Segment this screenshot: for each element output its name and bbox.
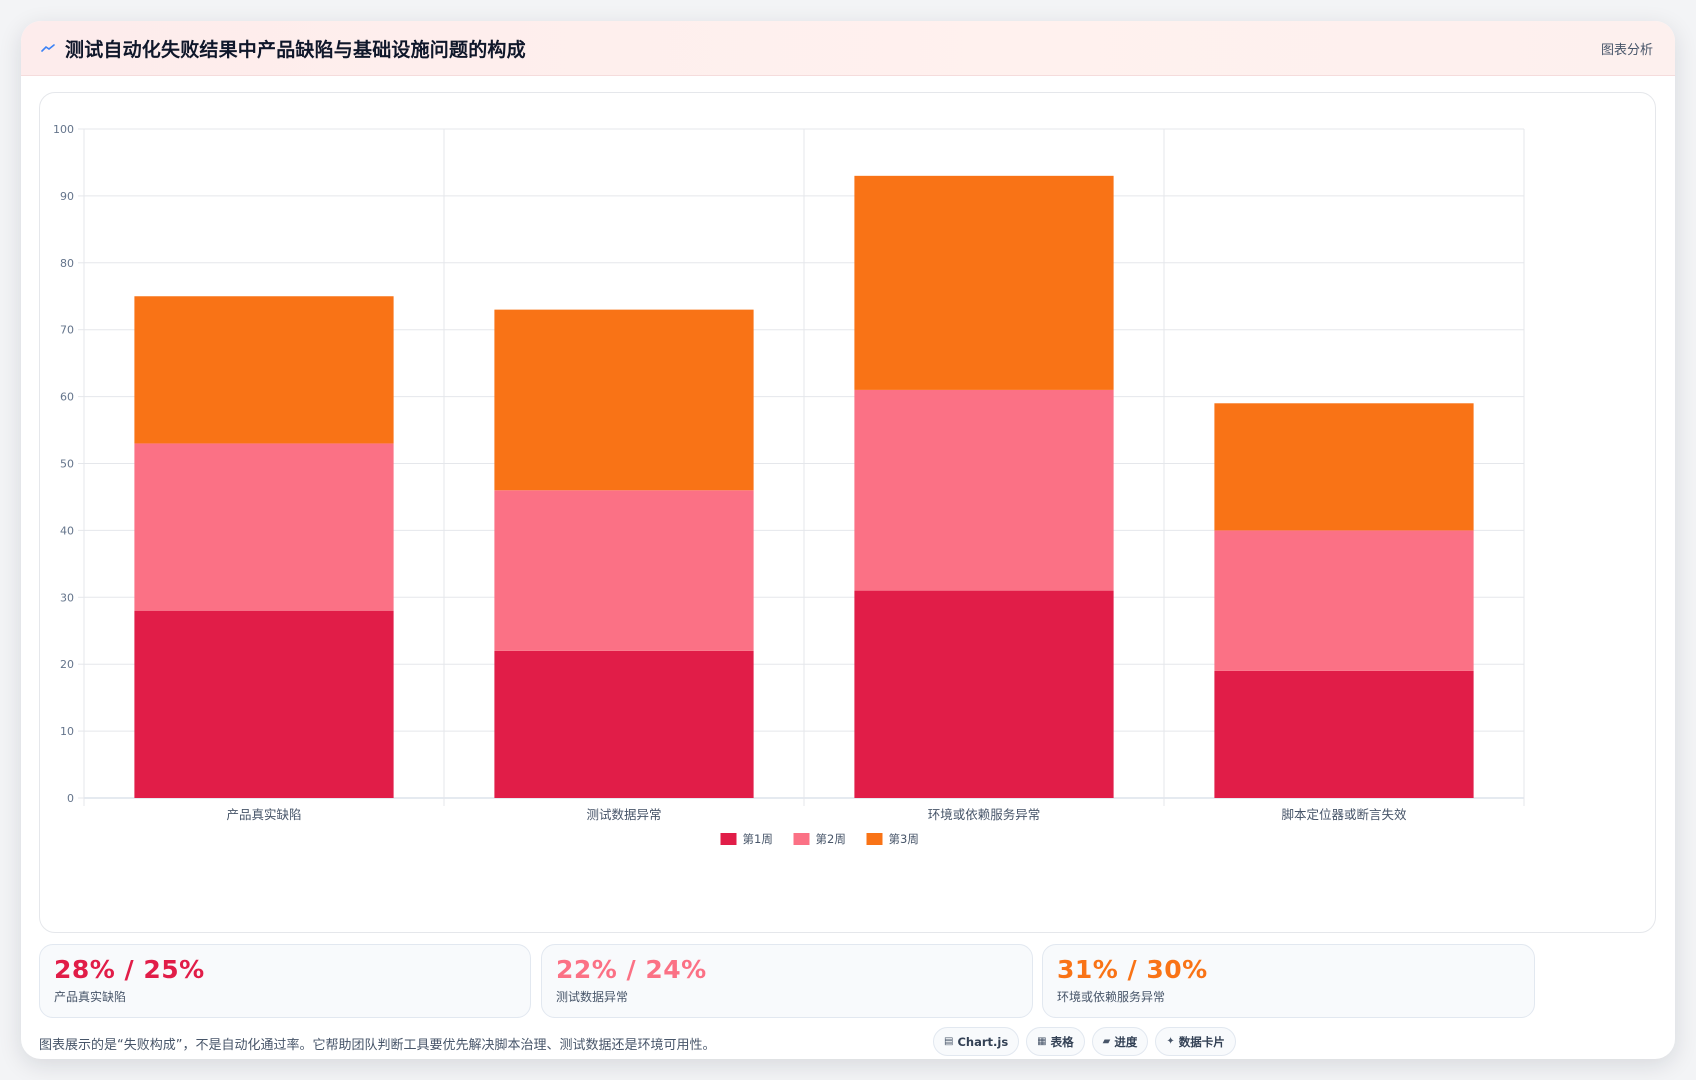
table-icon: ▦ [1037, 1036, 1047, 1047]
stat-value: 22% / 24% [556, 955, 707, 984]
stat-card-environment: 31% / 30% 环境或依赖服务异常 [1042, 944, 1535, 1018]
trend-line-icon [41, 44, 55, 52]
y-tick-label: 70 [60, 324, 74, 337]
stat-value: 28% / 25% [54, 955, 205, 984]
y-tick-label: 100 [53, 123, 74, 136]
legend-swatch [793, 833, 810, 845]
bar-segment [854, 389, 1114, 591]
bar-segment [854, 175, 1114, 390]
y-tick-label: 10 [60, 725, 74, 738]
chart-container: 0 10 20 30 40 50 60 70 80 90 100 产品真实缺陷 测试数据异常 环境或依赖服… [39, 92, 1656, 933]
stat-card-product-defect: 28% / 25% 产品真实缺陷 [39, 944, 531, 1018]
sparkle-icon: ✦ [1166, 1036, 1175, 1047]
tag-label: 进度 [1114, 1034, 1138, 1049]
bar-segment [134, 610, 394, 798]
legend-label: 第1周 [743, 832, 773, 846]
tag-label: 数据卡片 [1178, 1034, 1225, 1049]
tag-data-card[interactable]: ✦ 数据卡片 [1155, 1027, 1236, 1056]
progress-icon: ▰ [1102, 1036, 1111, 1047]
chart-card: 测试自动化失败结果中产品缺陷与基础设施问题的构成 图表分析 0 10 20 30 40 5… [21, 21, 1675, 1059]
bar-segment [1214, 530, 1474, 671]
x-tick-label: 产品真实缺陷 [226, 807, 301, 822]
header-tag: 图表分析 [1600, 42, 1653, 58]
y-tick-label: 0 [67, 792, 74, 805]
bar-segment [134, 443, 394, 611]
bar-segment [494, 309, 754, 491]
x-tick-label: 环境或依赖服务异常 [928, 807, 1041, 822]
chart-icon: ▤ [944, 1036, 954, 1047]
stacked-bar-chart: 0 10 20 30 40 50 60 70 80 90 100 产品真实缺陷 测试数据异常 环境或依赖服… [53, 123, 1525, 846]
page-title: 测试自动化失败结果中产品缺陷与基础设施问题的构成 [65, 38, 526, 61]
y-tick-label: 60 [60, 391, 74, 404]
y-tick-label: 40 [60, 524, 74, 537]
tag-label: 表格 [1050, 1034, 1074, 1049]
tag-group: ▤ Chart.js ▦ 表格 ▰ 进度 ✦ 数据卡片 [933, 1027, 1236, 1056]
legend-swatch [720, 833, 737, 845]
card-header: 测试自动化失败结果中产品缺陷与基础设施问题的构成 图表分析 [21, 21, 1675, 76]
stat-label: 环境或依赖服务异常 [1057, 990, 1166, 1004]
y-tick-label: 20 [60, 658, 74, 671]
legend-label: 第2周 [816, 832, 846, 846]
y-tick-label: 50 [60, 458, 74, 471]
bar-segment [854, 590, 1114, 798]
bar-segment [1214, 670, 1474, 798]
legend-label: 第3周 [889, 832, 919, 846]
footnote: 图表展示的是“失败构成”，不是自动化通过率。它帮助团队判断工具要优先解决脚本治理… [39, 1038, 716, 1053]
stat-label: 测试数据异常 [556, 990, 629, 1004]
bar-segment [494, 650, 754, 798]
x-tick-label: 测试数据异常 [586, 807, 661, 822]
y-tick-label: 80 [60, 257, 74, 270]
x-tick-label: 脚本定位器或断言失效 [1281, 807, 1407, 822]
stat-card-test-data: 22% / 24% 测试数据异常 [541, 944, 1033, 1018]
tag-progress[interactable]: ▰ 进度 [1091, 1027, 1149, 1056]
legend-swatch [866, 833, 883, 845]
y-tick-label: 30 [60, 591, 74, 604]
stat-label: 产品真实缺陷 [54, 990, 127, 1004]
tag-label: Chart.js [957, 1034, 1009, 1049]
title-group: 测试自动化失败结果中产品缺陷与基础设施问题的构成 [41, 35, 526, 62]
bar-segment [1214, 403, 1474, 531]
bar-segment [494, 490, 754, 651]
bar-segment [134, 296, 394, 444]
tag-chartjs[interactable]: ▤ Chart.js [933, 1027, 1020, 1056]
tag-table[interactable]: ▦ 表格 [1026, 1027, 1085, 1056]
y-tick-label: 90 [60, 190, 74, 203]
stat-value: 31% / 30% [1057, 955, 1208, 984]
